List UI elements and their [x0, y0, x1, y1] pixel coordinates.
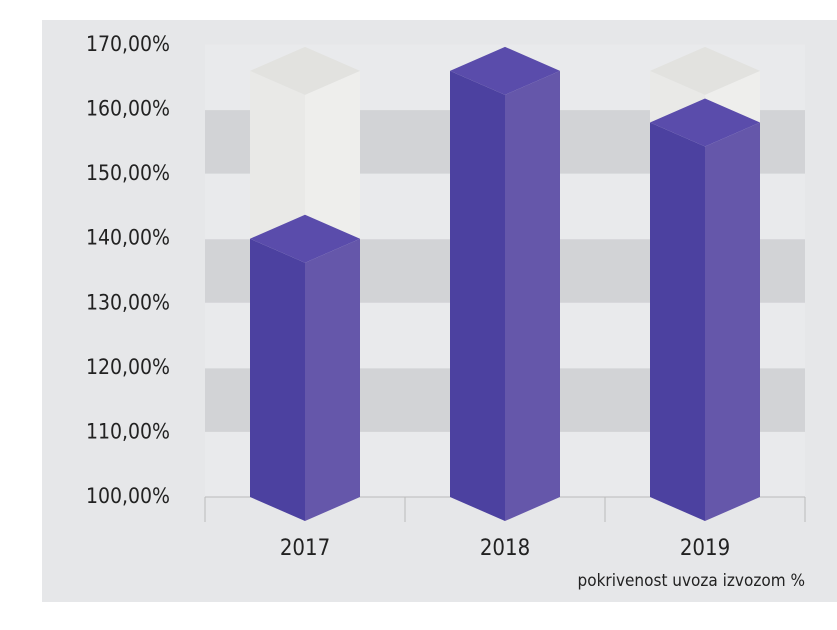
y-tick-label: 100,00%	[86, 484, 170, 508]
bar-left	[450, 70, 505, 521]
bar-right	[305, 238, 360, 521]
bar-left	[250, 238, 305, 521]
bar-right	[505, 70, 560, 521]
y-tick-label: 120,00%	[86, 355, 170, 379]
legend-label: pokrivenost uvoza izvozom %	[578, 571, 806, 591]
bar-left	[650, 122, 705, 521]
y-tick-label: 140,00%	[86, 226, 170, 250]
ghost-bar-top	[250, 46, 360, 95]
bar-top	[450, 46, 560, 95]
bar-right	[705, 122, 760, 521]
ghost-bar-top	[650, 46, 760, 95]
x-tick-label: 2019	[680, 536, 730, 561]
y-tick-label: 160,00%	[86, 97, 170, 121]
bar-top	[250, 214, 360, 263]
x-tick-label: 2018	[480, 536, 530, 561]
y-tick-label: 110,00%	[86, 419, 170, 443]
y-tick-label: 170,00%	[86, 32, 170, 56]
y-tick-label: 150,00%	[86, 161, 170, 185]
y-tick-label: 130,00%	[86, 290, 170, 314]
bar-top	[650, 98, 760, 147]
x-tick-label: 2017	[280, 536, 330, 561]
